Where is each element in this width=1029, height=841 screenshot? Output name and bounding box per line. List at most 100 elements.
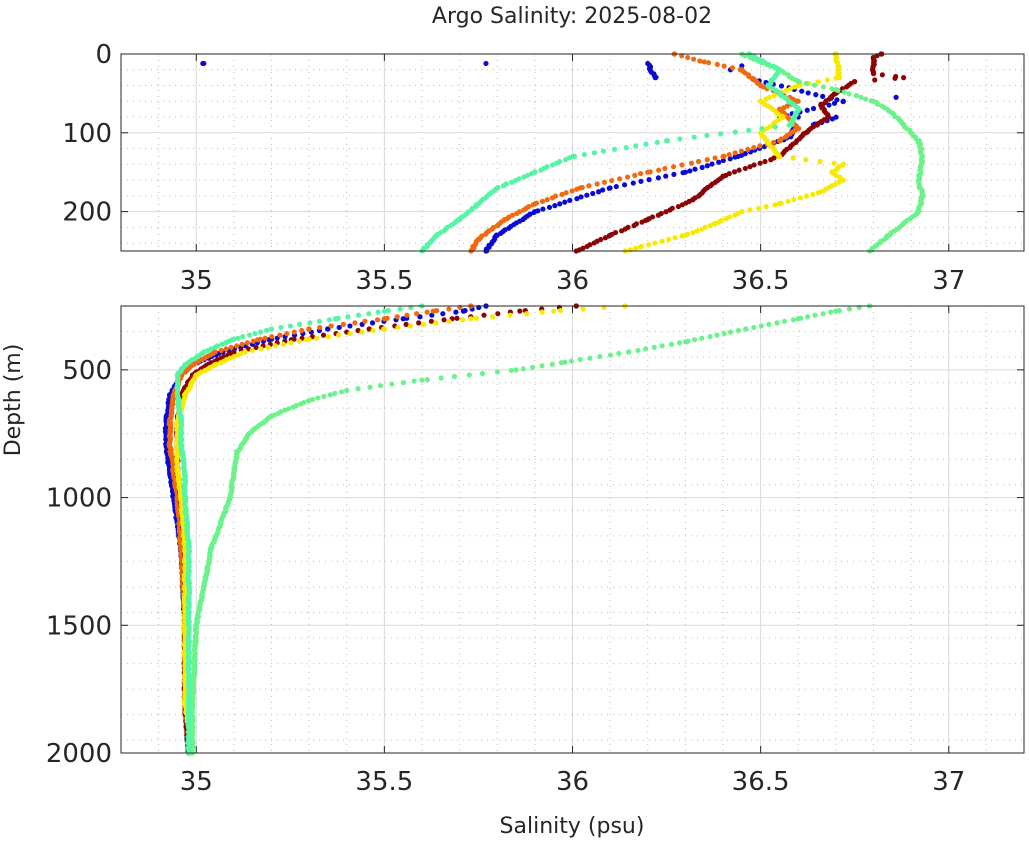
- data-point: [280, 341, 286, 347]
- data-point: [638, 178, 644, 184]
- data-point: [395, 324, 401, 331]
- data-point: [355, 386, 361, 392]
- data-point: [667, 207, 673, 213]
- data-point: [846, 91, 852, 97]
- y-tick-label: 500: [62, 356, 112, 386]
- data-point: [858, 94, 864, 100]
- data-point: [494, 223, 501, 229]
- data-point: [600, 187, 606, 193]
- data-point: [791, 197, 797, 203]
- data-point: [919, 193, 926, 199]
- data-point: [539, 363, 545, 369]
- data-point: [795, 106, 801, 112]
- data-point: [325, 334, 331, 340]
- data-point: [804, 107, 810, 113]
- data-point: [797, 195, 803, 201]
- data-point: [707, 223, 713, 229]
- data-point: [529, 364, 536, 370]
- data-point: [594, 181, 600, 187]
- data-point: [407, 323, 414, 329]
- data-point: [441, 317, 447, 323]
- series-profile-aquamarine: [419, 51, 802, 254]
- data-point: [758, 130, 764, 136]
- data-point: [502, 216, 508, 223]
- data-point: [803, 130, 809, 136]
- x-tick-label: 36.5: [732, 767, 790, 797]
- data-point: [235, 352, 241, 358]
- data-point: [316, 318, 323, 324]
- y-tick-label: 1500: [46, 611, 112, 641]
- data-point: [282, 407, 288, 413]
- data-point: [167, 443, 173, 450]
- data-point: [440, 311, 446, 317]
- data-point: [651, 344, 657, 350]
- data-point: [763, 96, 769, 102]
- data-point: [424, 376, 430, 383]
- data-point: [759, 125, 765, 132]
- data-point: [416, 320, 422, 326]
- data-point: [870, 98, 877, 104]
- data-point: [695, 158, 702, 165]
- data-point: [824, 77, 831, 83]
- x-tick-label: 36: [556, 266, 589, 296]
- data-point: [729, 65, 736, 71]
- data-point: [193, 372, 199, 378]
- data-point: [639, 219, 645, 225]
- data-point: [590, 190, 596, 197]
- data-point: [578, 194, 584, 200]
- x-tick-label: 37: [932, 767, 965, 797]
- data-point: [763, 203, 769, 210]
- y-tick-label: 1000: [46, 484, 112, 514]
- data-point: [630, 180, 636, 186]
- data-point: [513, 367, 519, 373]
- data-point: [771, 93, 777, 99]
- data-point: [795, 316, 801, 322]
- data-point: [174, 372, 181, 378]
- data-point: [326, 317, 332, 323]
- data-point: [186, 622, 192, 628]
- data-point: [625, 174, 631, 180]
- data-point: [795, 78, 801, 85]
- data-points: [162, 303, 873, 756]
- data-point: [377, 383, 384, 389]
- data-point: [875, 101, 881, 107]
- data-point: [707, 334, 713, 340]
- data-point: [468, 316, 474, 322]
- data-point: [336, 324, 342, 331]
- data-point: [475, 236, 482, 242]
- y-tick-label: 100: [62, 119, 112, 149]
- data-point: [512, 177, 519, 184]
- data-point: [831, 160, 837, 166]
- data-point: [246, 431, 252, 437]
- data-point: [291, 329, 297, 335]
- data-point: [752, 54, 758, 61]
- data-point: [690, 56, 697, 62]
- data-point: [704, 163, 710, 169]
- data-point: [795, 126, 801, 132]
- data-point: [602, 235, 609, 241]
- data-point: [637, 244, 643, 250]
- data-point: [355, 327, 361, 334]
- x-axis-label: Salinity (psu): [500, 814, 645, 839]
- data-point: [381, 308, 387, 314]
- data-point: [296, 338, 302, 344]
- data-point: [916, 209, 922, 215]
- data-point: [506, 225, 512, 231]
- data-point: [479, 370, 486, 377]
- data-point: [532, 169, 538, 175]
- data-point: [776, 201, 783, 207]
- data-point: [581, 151, 587, 158]
- data-point: [716, 159, 722, 165]
- data-point: [776, 138, 783, 144]
- data-point: [690, 197, 696, 203]
- data-point: [726, 151, 732, 158]
- data-point: [327, 392, 333, 398]
- data-point: [655, 212, 661, 218]
- data-point: [833, 308, 839, 314]
- data-point: [481, 312, 487, 318]
- data-point: [757, 143, 763, 149]
- data-point: [174, 392, 181, 398]
- data-point: [803, 193, 810, 199]
- data-point: [321, 393, 327, 400]
- data-point: [701, 59, 707, 65]
